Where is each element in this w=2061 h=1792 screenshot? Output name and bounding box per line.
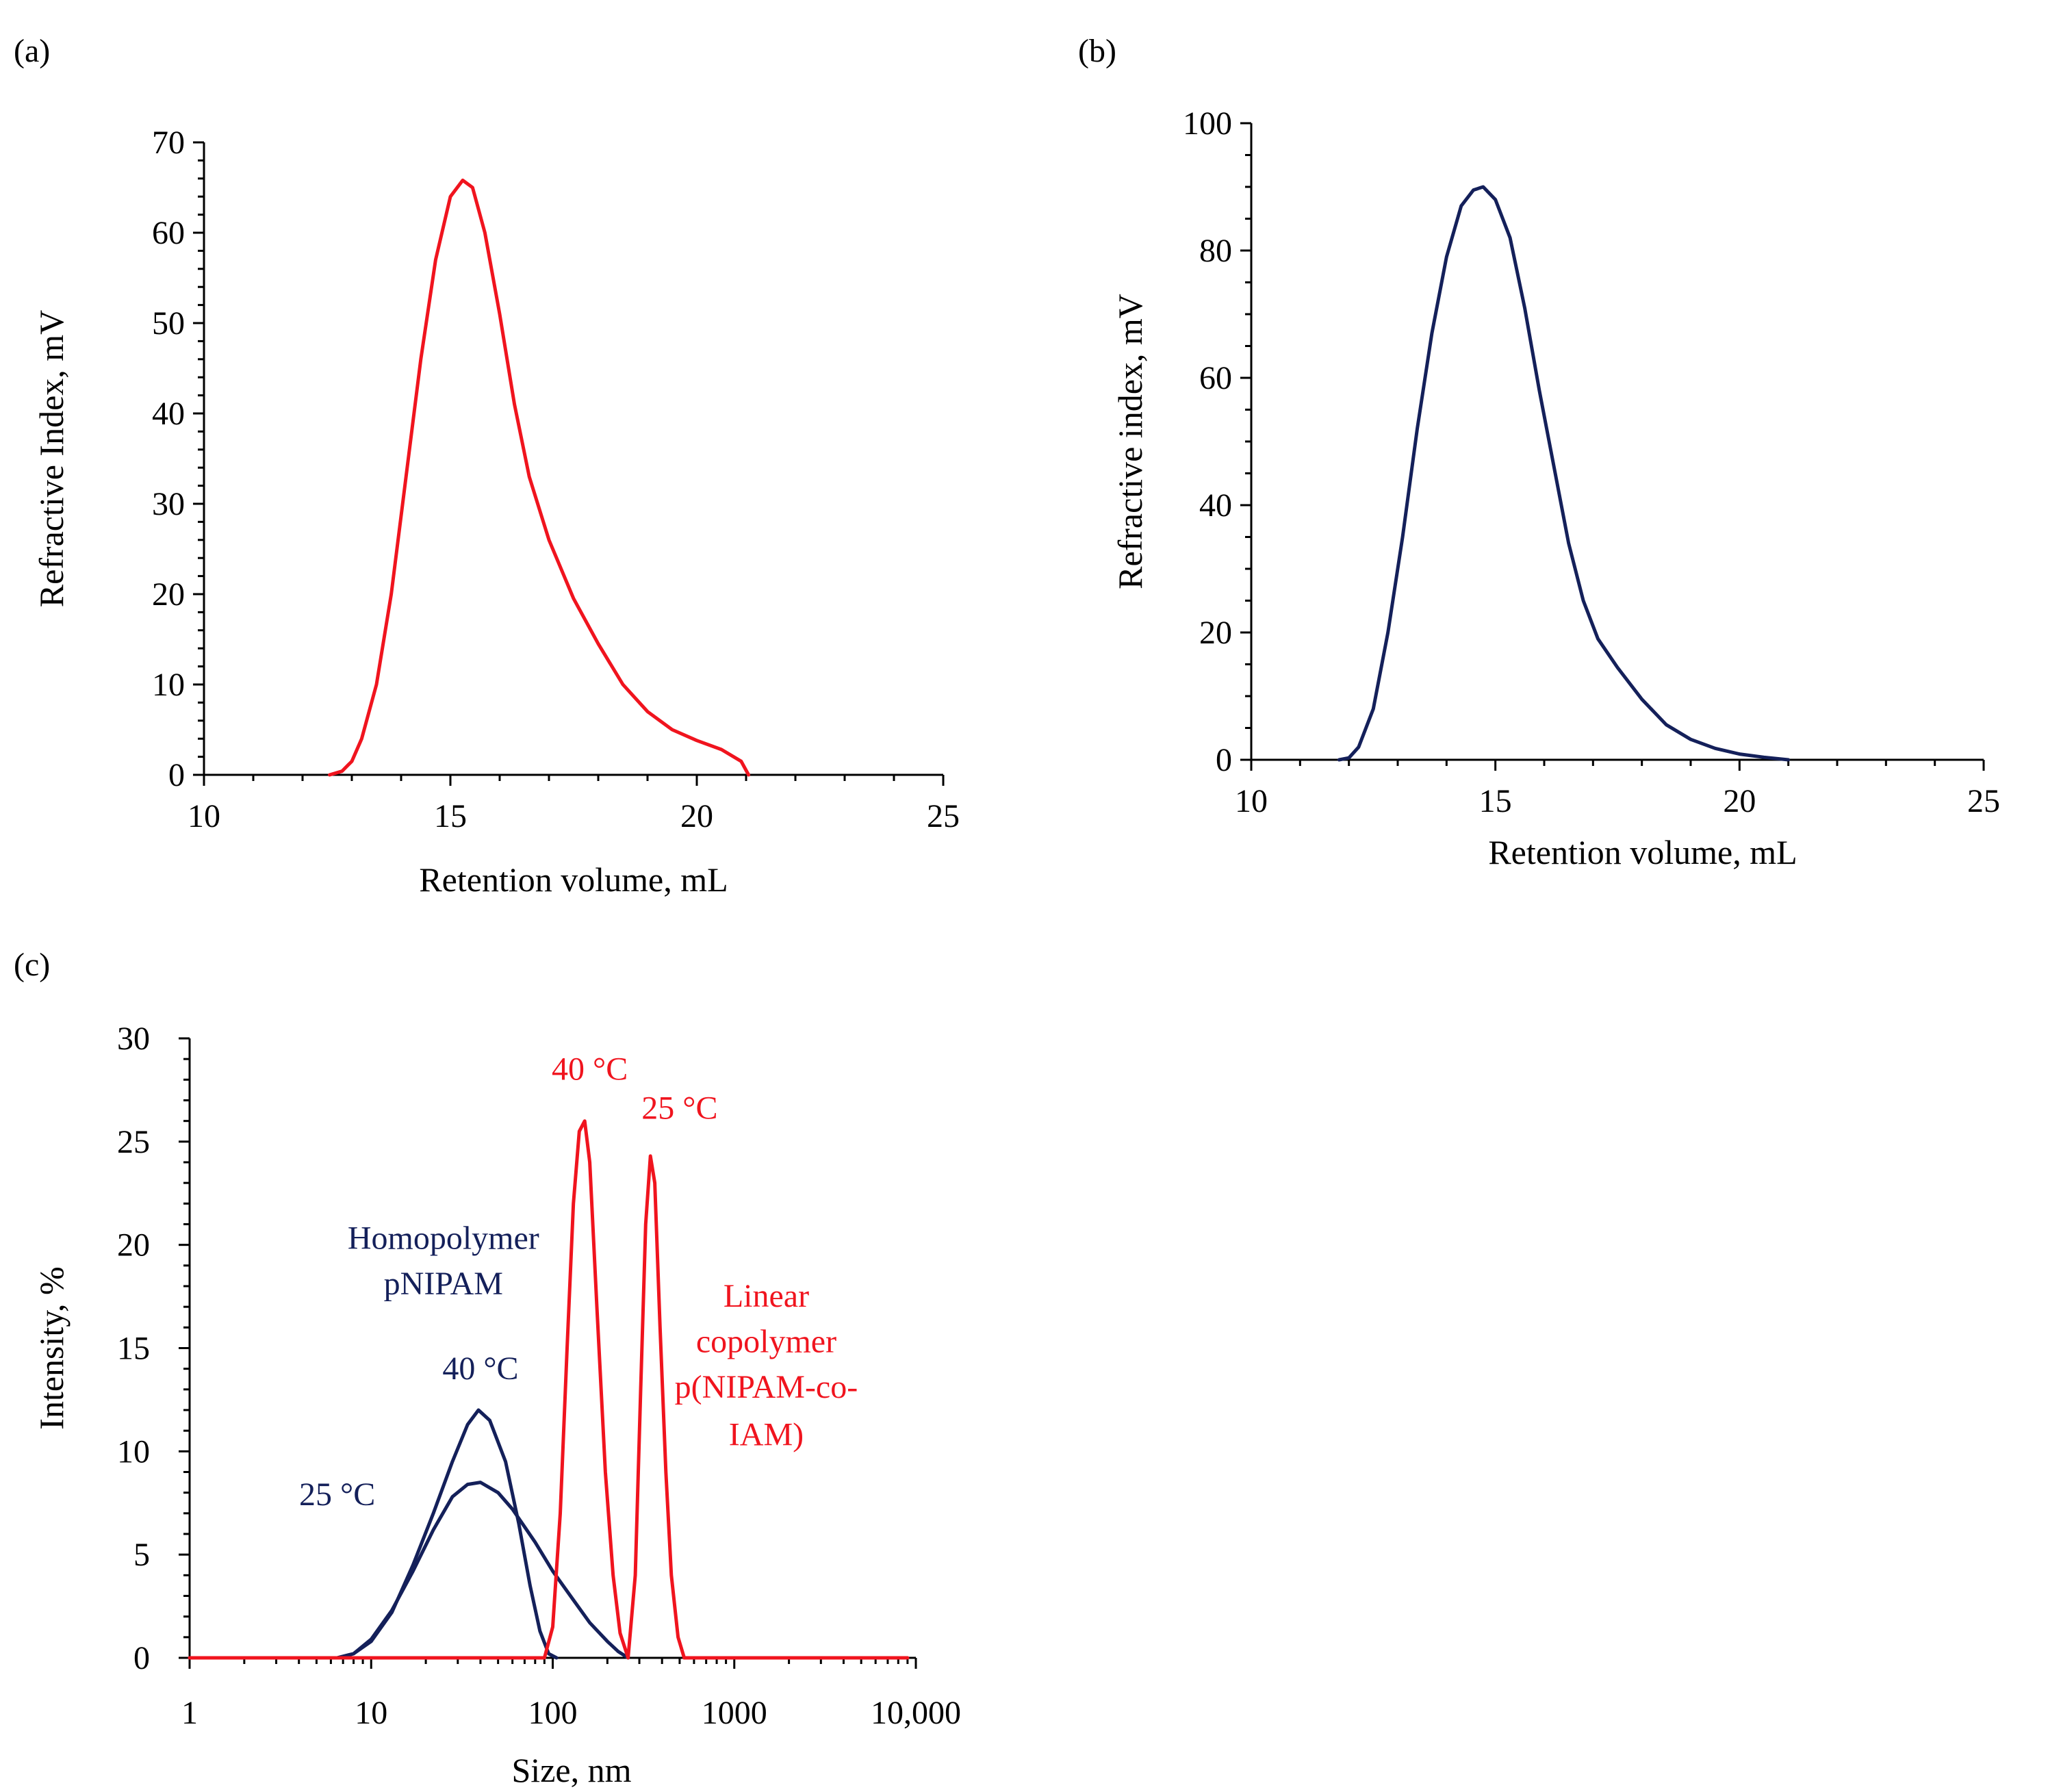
x-tick-label: 10 (1235, 783, 1268, 819)
panel-label: (b) (1078, 33, 1116, 69)
y-tick-label: 10 (152, 667, 185, 703)
y-axis-title: Refractive Index, mV (32, 310, 71, 608)
x-tick-label: 1 (181, 1695, 198, 1731)
panel-label: (a) (14, 33, 50, 69)
y-tick-label: 30 (117, 1021, 150, 1057)
y-tick-label: 20 (117, 1227, 150, 1264)
x-axis-title: Retention volume, mL (1488, 833, 1797, 871)
series-line-3 (188, 1119, 910, 1660)
y-tick-label: 20 (152, 576, 185, 613)
x-tick-label: 10,000 (871, 1695, 961, 1731)
x-tick-label: 25 (927, 798, 960, 834)
y-axis-title: Intensity, % (32, 1266, 71, 1429)
y-tick-label: 60 (152, 215, 185, 251)
annotation: 40 °C (442, 1351, 518, 1387)
series-line-1 (1337, 185, 1791, 762)
y-tick-label: 60 (1199, 360, 1232, 396)
series-line-1 (328, 178, 751, 777)
annotation: p(NIPAM-co- (675, 1369, 858, 1405)
annotation: 40 °C (552, 1051, 628, 1087)
x-tick-label: 25 (1967, 783, 2000, 819)
annotation: 25 °C (641, 1090, 717, 1127)
y-tick-label: 25 (117, 1124, 150, 1160)
y-tick-label: 70 (152, 125, 185, 161)
annotation: Linear (724, 1278, 809, 1314)
y-tick-label: 100 (1183, 105, 1232, 142)
annotation: pNIPAM (384, 1266, 503, 1302)
series-line-1 (188, 1408, 559, 1660)
x-axis-title: Size, nm (512, 1751, 632, 1789)
y-tick-label: 20 (1199, 615, 1232, 651)
annotation: IAM) (729, 1416, 804, 1452)
y-tick-label: 80 (1199, 233, 1232, 269)
chart-panel-3: (c) 0 5 10 15 20 25 30 1 10 100 1000 10,000 Size, nm I… (14, 947, 961, 1789)
x-tick-label: 10 (355, 1695, 387, 1731)
panel-label: (c) (14, 947, 50, 983)
x-tick-label: 20 (1723, 783, 1756, 819)
y-tick-label: 10 (117, 1433, 150, 1470)
y-tick-label: 0 (1216, 742, 1232, 778)
chart-panel-2: (b) 0 20 40 60 80 100 10 15 20 25 Retention volume,… (1078, 33, 2000, 871)
series-line-2 (335, 1481, 630, 1660)
x-tick-label: 1000 (702, 1695, 767, 1731)
annotation: copolymer (696, 1324, 836, 1360)
y-tick-label: 5 (133, 1537, 150, 1573)
annotation: 25 °C (299, 1476, 375, 1513)
y-tick-label: 30 (152, 486, 185, 522)
y-tick-label: 15 (117, 1331, 150, 1367)
x-tick-label: 20 (680, 798, 713, 834)
x-tick-label: 15 (434, 798, 467, 834)
x-tick-label: 15 (1479, 783, 1512, 819)
y-axis-title: Refractive index, mV (1111, 294, 1149, 589)
y-tick-label: 40 (1199, 487, 1232, 524)
y-tick-label: 0 (133, 1640, 150, 1676)
y-tick-label: 50 (152, 305, 185, 342)
x-axis-title: Retention volume, mL (419, 860, 728, 899)
x-tick-label: 10 (188, 798, 220, 834)
x-tick-label: 100 (528, 1695, 578, 1731)
y-tick-label: 40 (152, 396, 185, 432)
y-tick-label: 0 (168, 757, 185, 793)
annotation: Homopolymer (348, 1220, 539, 1257)
